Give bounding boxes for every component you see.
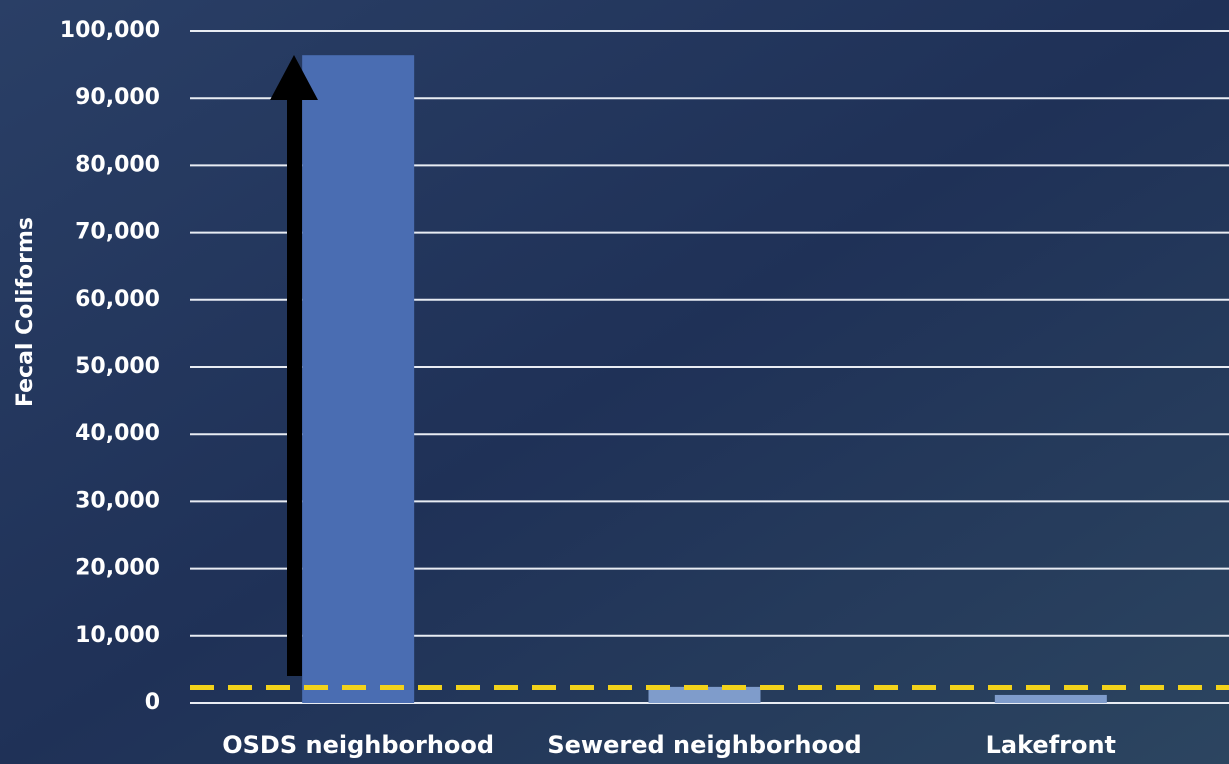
y-tick-label: 0 — [145, 690, 160, 715]
y-axis-label: Fecal Coliforms — [13, 217, 38, 407]
bar — [994, 694, 1107, 703]
y-tick-label: 80,000 — [75, 152, 160, 177]
bar — [302, 55, 415, 703]
x-tick-label: Sewered neighborhood — [547, 731, 861, 759]
y-tick-label: 50,000 — [75, 354, 160, 379]
bars — [302, 55, 1107, 703]
x-tick-label: Lakefront — [986, 731, 1116, 759]
y-tick-label: 60,000 — [75, 287, 160, 312]
y-tick-label: 90,000 — [75, 85, 160, 110]
y-tick-label: 20,000 — [75, 556, 160, 581]
y-tick-label: 10,000 — [75, 623, 160, 648]
arrow — [270, 55, 318, 676]
x-tick-label: OSDS neighborhood — [222, 731, 494, 759]
arrow-shaft — [287, 98, 302, 676]
y-tick-label: 100,000 — [60, 18, 160, 43]
y-tick-label: 70,000 — [75, 220, 160, 245]
y-tick-label: 40,000 — [75, 421, 160, 446]
y-tick-label: 30,000 — [75, 488, 160, 513]
bar — [648, 686, 761, 703]
arrow-head — [270, 55, 318, 100]
